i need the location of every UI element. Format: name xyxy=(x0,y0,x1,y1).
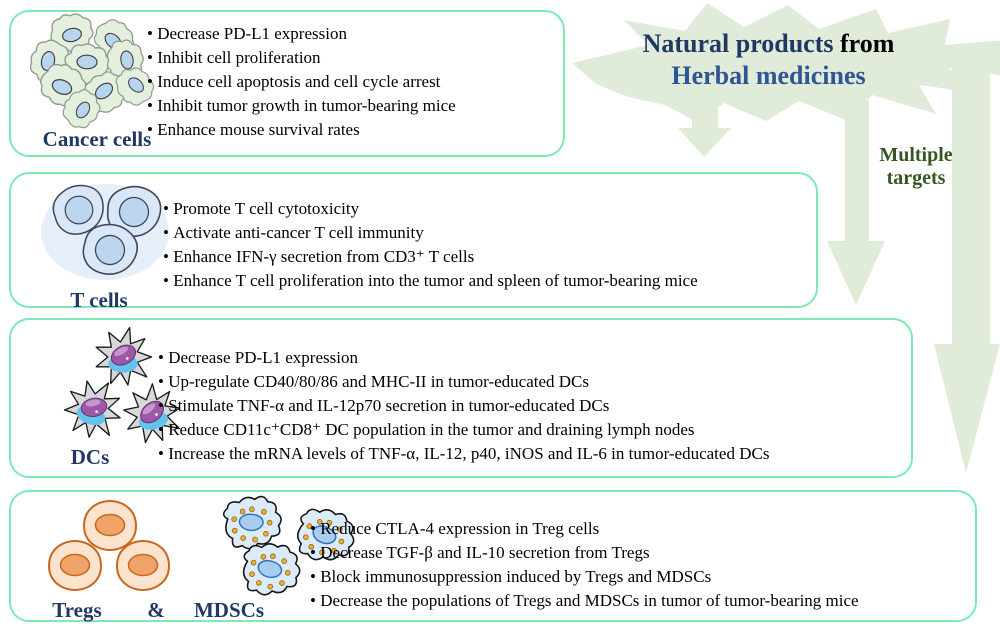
bullet-item: Stimulate TNF-α and IL-12p70 secretion i… xyxy=(158,394,769,418)
bullet-item: Induce cell apoptosis and cell cycle arr… xyxy=(147,70,456,94)
arrow-down-medium xyxy=(827,100,885,305)
bullet-item: Block immunosuppression induced by Tregs… xyxy=(310,565,859,589)
bullet-item: Reduce CTLA-4 expression in Treg cells xyxy=(310,517,859,541)
bullet-item: Decrease PD-L1 expression xyxy=(147,22,456,46)
bullet-item: Up-regulate CD40/80/86 and MHC-II in tum… xyxy=(158,370,769,394)
bullet-item: Reduce CD11c⁺CD8⁺ DC population in the t… xyxy=(158,418,769,442)
bullet-item: Activate anti-cancer T cell immunity xyxy=(163,221,698,245)
bullet-item: Decrease PD-L1 expression xyxy=(158,346,769,370)
panel-t-cells: T cells Promote T cell cytotoxicityActiv… xyxy=(9,172,818,312)
bullet-item: Inhibit cell proliferation xyxy=(147,46,456,70)
dcs-bullet-list: Decrease PD-L1 expressionUp-regulate CD4… xyxy=(158,346,769,466)
bullet-item: Enhance T cell proliferation into the tu… xyxy=(163,269,697,293)
title-herbal-medicines: Herbal medicines xyxy=(671,61,866,90)
panel-dcs: DCs Decrease PD-L1 expressionUp-regulate… xyxy=(9,318,913,478)
bullet-item: Decrease TGF-β and IL-10 secretion from … xyxy=(310,541,859,565)
tregs-label: Tregs xyxy=(52,598,102,622)
t-cells-label: T cells xyxy=(70,288,128,312)
bullet-item: Promote T cell cytotoxicity xyxy=(163,197,698,221)
tregs-mdscs-bullet-list: Reduce CTLA-4 expression in Treg cellsDe… xyxy=(310,517,859,613)
bullet-item: Increase the mRNA levels of TNF-α, IL-12… xyxy=(158,442,769,466)
mdscs-label: MDSCs xyxy=(193,598,264,622)
panel-tregs-mdscs: Tregs & MDSCs Reduce CTLA-4 expression i… xyxy=(9,490,977,622)
arrow-down-small xyxy=(678,103,731,157)
cancer-cells-bullet-list: Decrease PD-L1 expressionInhibit cell pr… xyxy=(147,22,456,142)
arrow-down-long xyxy=(934,62,1000,473)
dcs-label: DCs xyxy=(70,445,110,469)
t-cells-bullet-list: Promote T cell cytotoxicityActivate anti… xyxy=(163,197,698,293)
title-line1: Natural products from xyxy=(596,28,941,60)
title-natural-products: Natural products xyxy=(642,29,834,58)
bullet-item: Enhance mouse survival rates xyxy=(147,118,456,142)
bullet-item: Enhance IFN-γ secretion from CD3⁺ T cell… xyxy=(163,245,698,269)
bullet-item: Inhibit tumor growth in tumor-bearing mi… xyxy=(147,94,456,118)
ampersand-label: & xyxy=(147,598,165,622)
cancer-cells-label: Cancer cells xyxy=(42,127,152,151)
bullet-item: Decrease the populations of Tregs and MD… xyxy=(310,589,858,613)
panel-cancer-cells: Cancer cells Decrease PD-L1 expressionIn… xyxy=(9,10,565,157)
title-banner: Natural products from Herbal medicines xyxy=(596,28,941,92)
title-from: from xyxy=(840,29,895,58)
tregs-illustration xyxy=(48,500,170,591)
t-cells-illustration xyxy=(41,180,169,283)
multiple-targets-label: Multiple targets xyxy=(879,144,953,189)
